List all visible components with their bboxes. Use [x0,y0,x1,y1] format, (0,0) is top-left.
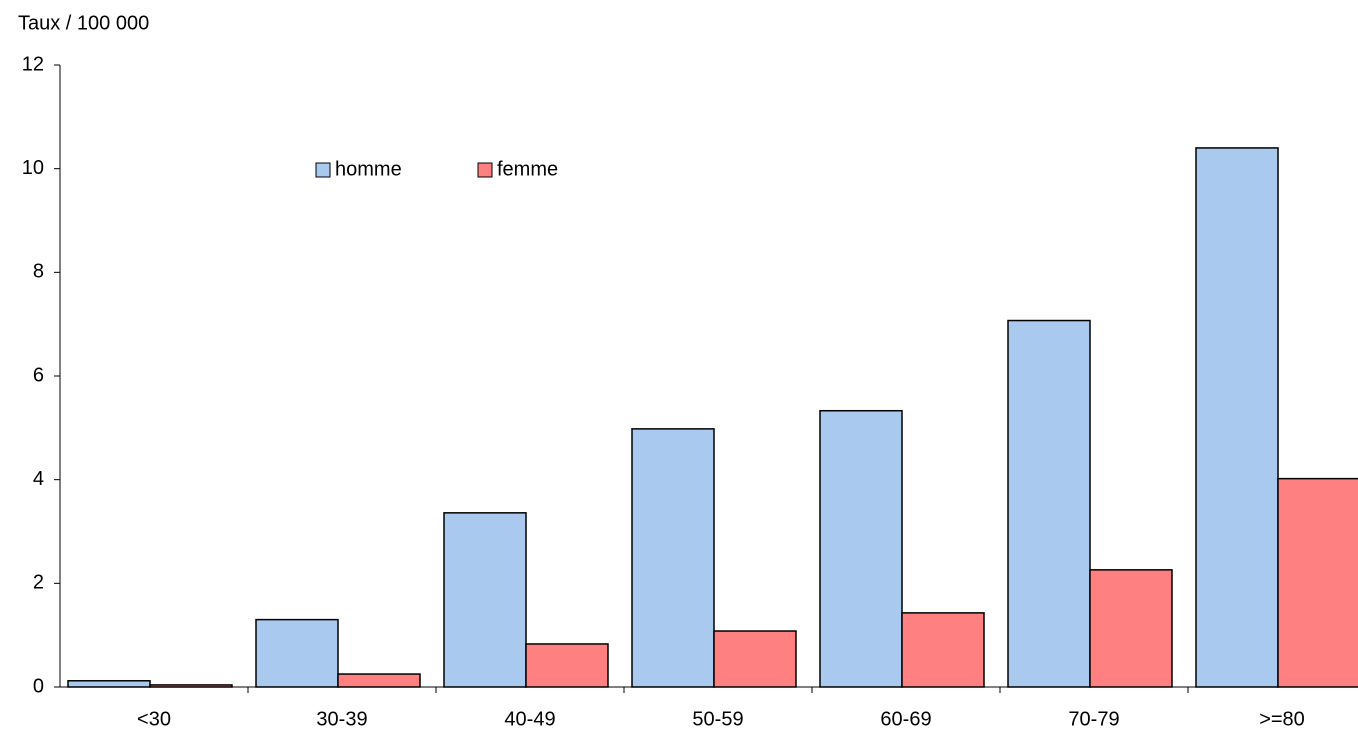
bar [1277,477,1358,688]
y-tick-label: 12 [22,53,44,75]
bar [443,512,527,688]
y-tick-label: 0 [33,675,44,697]
bar [149,684,233,688]
legend-swatch [315,162,331,178]
y-tick-label: 6 [33,364,44,386]
y-tick-label: 4 [33,468,44,490]
y-tick-label: 8 [33,261,44,283]
bar [901,612,985,688]
x-tick-label: 40-49 [504,708,555,730]
x-tick-label: 60-69 [880,708,931,730]
y-tick-label: 2 [33,572,44,594]
bar [713,630,797,688]
bar [1195,147,1279,688]
y-tick-label: 10 [22,157,44,179]
bar [525,643,609,688]
bar [1007,319,1091,688]
bar [1089,569,1173,688]
bar [819,409,903,688]
x-tick-label: 70-79 [1068,708,1119,730]
bar [337,673,421,688]
x-tick-label: 50-59 [692,708,743,730]
y-axis-label: Taux / 100 000 [18,12,149,34]
legend-swatch [477,162,493,178]
legend-label: femme [497,158,558,180]
x-tick-label: 30-39 [316,708,367,730]
bar [255,618,339,688]
legend-label: homme [335,158,402,180]
x-tick-label: >=80 [1259,708,1305,730]
bar [67,680,151,688]
bar [631,428,715,688]
x-tick-label: <30 [137,708,171,730]
